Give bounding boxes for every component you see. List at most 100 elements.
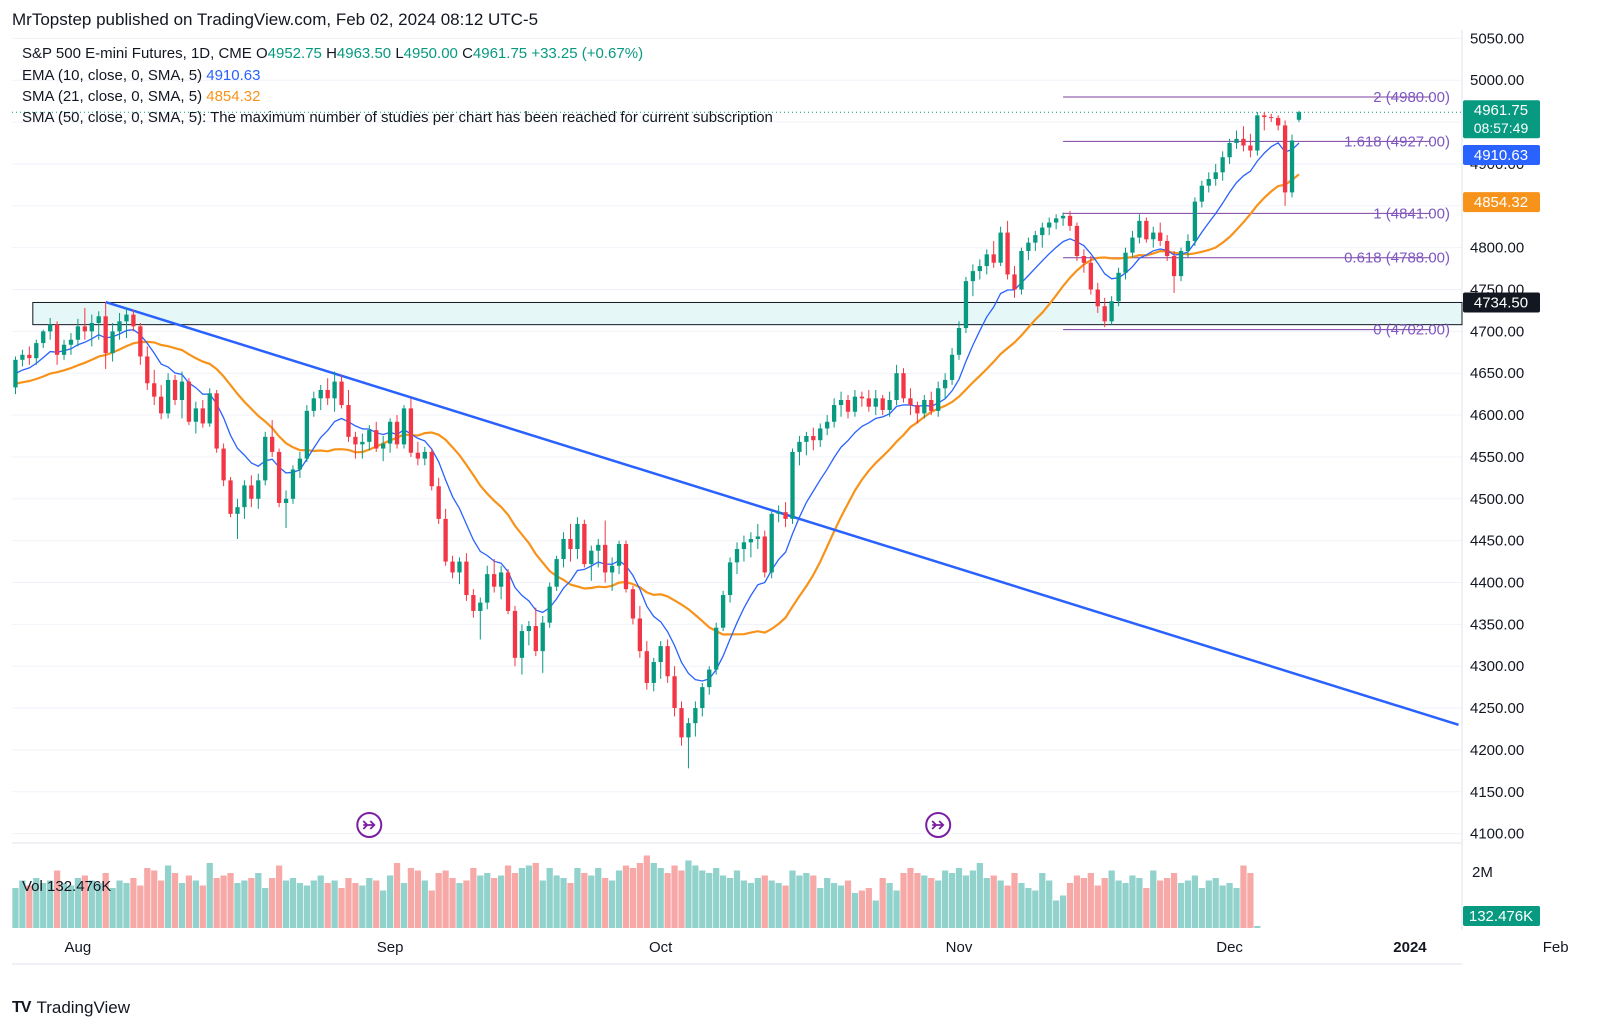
candle-body [956,328,962,355]
y-tick-label: 5050.00 [1470,30,1524,47]
candle-body [61,344,67,355]
candle [790,448,795,524]
candle [651,657,656,692]
candle-body [1144,220,1149,240]
candle [1199,180,1204,208]
candle [540,615,545,673]
candle-body [311,398,316,411]
candle [297,451,303,478]
trendline-path [105,300,1459,726]
candle [714,622,719,675]
volume-bar [1212,878,1219,928]
candle-body [755,536,760,539]
candle-body [1227,143,1232,158]
volume-bar [726,878,734,928]
volume-bar [796,875,803,928]
candle-body [186,381,192,422]
candle-body [686,723,691,738]
volume-bar [296,883,304,928]
volume-bar [1053,900,1060,928]
candle [1234,130,1239,149]
y-tick-label: 4150.00 [1470,784,1524,801]
candle-body [1053,218,1059,223]
candle [949,348,955,385]
candle-body [249,485,254,499]
candle-body [82,326,87,332]
legend-sma21-row[interactable]: SMA (21, close, 0, SMA, 5) 4854.32 [22,88,260,105]
candle-body [346,405,351,437]
candle-body [1074,225,1080,257]
candle [818,423,823,447]
volume-bar [1191,875,1199,928]
volume-legend[interactable]: Vol 132.476K [22,878,111,895]
candle-body [887,400,892,411]
candle-body [138,326,143,357]
candle [1171,250,1177,293]
volume-bar [622,865,630,928]
ema-10-line [15,141,1300,682]
volume-bar [456,883,463,928]
volume-bar [789,870,796,928]
candle-body [34,343,39,359]
legend-ema-row[interactable]: EMA (10, close, 0, SMA, 5) 4910.63 [22,67,260,84]
volume-bar [504,865,512,928]
candle-body [977,266,982,272]
candle [381,436,386,462]
volume-bar [164,865,172,928]
y-tick-label: 4650.00 [1470,365,1524,382]
volume-bar [969,870,977,928]
volume-bar [317,875,324,928]
candle [776,505,781,523]
candle [1005,220,1010,280]
candle-body [68,339,74,345]
volume-bar [199,885,206,928]
candle-body [1206,179,1211,186]
tradingview-brand[interactable]: TV TradingView [12,998,130,1018]
candle-body [429,451,434,487]
candle-body [720,595,726,628]
candle [1102,297,1107,328]
symbol-name[interactable]: S&P 500 E-mini Futures, 1D, CME [22,45,252,62]
candle-body [492,574,497,587]
volume-bar [144,868,151,928]
legend-sma50-row[interactable]: SMA (50, close, 0, SMA, 5): The maximum … [22,109,773,126]
candle-body [1012,274,1017,290]
candle [339,374,344,409]
price-badge-label: 4961.75 [1474,102,1528,119]
price-badge: 4910.63 [1463,145,1540,166]
x-tick-label: Dec [1216,939,1243,956]
volume-bar [657,868,664,928]
volume-bar [553,875,560,928]
candle [1074,222,1080,262]
volume-bar [886,883,893,928]
candle [152,369,157,406]
candle-body [679,708,684,738]
price-badge: 4734.50 [1463,292,1540,313]
y-tick-label: 4800.00 [1470,240,1524,257]
candle [505,569,511,615]
volume-bar [1046,880,1053,928]
candle-body [637,618,643,652]
candle [977,259,982,280]
candle-body [20,354,25,360]
candle [290,465,296,504]
candle-body [48,324,53,332]
volume-bar [629,868,637,928]
candle [700,682,705,717]
volume-bar [255,873,262,928]
candle [457,557,462,585]
candle-body [651,662,656,683]
candle [283,490,289,529]
candle [887,391,892,417]
sma50-label: SMA (50, close, 0, SMA, 5): The maximum … [22,109,773,126]
candle-body [478,602,483,611]
volume-bar [47,880,54,928]
volume-bar [1004,885,1011,928]
volume-bar [102,873,109,928]
volume-bar [373,880,380,928]
candle-body [1248,145,1253,151]
candle [1164,235,1170,262]
candle-body [609,565,615,573]
candle [797,436,802,466]
volume-bar [754,878,761,928]
